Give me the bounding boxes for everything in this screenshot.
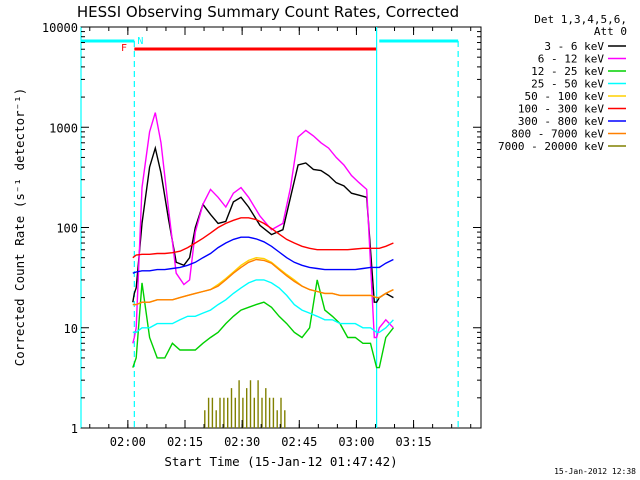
legend-label: 800 - 7000 keV bbox=[511, 128, 604, 141]
y-tick-label: 10 bbox=[64, 322, 78, 336]
legend-label: 50 - 100 keV bbox=[525, 90, 605, 103]
x-tick-label: 03:15 bbox=[396, 435, 432, 449]
y-tick-label: 100 bbox=[56, 222, 78, 236]
series-3-6-kev bbox=[132, 145, 394, 303]
x-tick-label: 02:00 bbox=[110, 435, 146, 449]
legend-label: 25 - 50 keV bbox=[531, 78, 604, 91]
x-tick-label: 03:00 bbox=[338, 435, 374, 449]
chart-title: HESSI Observing Summary Count Rates, Cor… bbox=[77, 3, 459, 21]
legend-label: 3 - 6 keV bbox=[544, 40, 604, 53]
marker-f: F bbox=[121, 43, 127, 54]
x-tick-label: 02:45 bbox=[281, 435, 317, 449]
legend-label: 100 - 300 keV bbox=[518, 103, 604, 116]
series-layer bbox=[132, 112, 394, 428]
series-100-300-kev bbox=[132, 217, 394, 259]
legend-label: 7000 - 20000 keV bbox=[498, 140, 604, 153]
series-50-100-kev bbox=[132, 256, 394, 306]
series-300-800-kev bbox=[132, 236, 394, 274]
legend-header: Att 0 bbox=[594, 25, 627, 38]
plot-area: FN bbox=[80, 26, 482, 429]
legend-label: 300 - 800 keV bbox=[518, 115, 604, 128]
y-axis: 1 10 100 1000 10000 bbox=[42, 21, 481, 436]
y-tick-label: 1 bbox=[71, 422, 78, 436]
legend-label: 12 - 25 keV bbox=[531, 65, 604, 78]
x-tick-label: 02:15 bbox=[167, 435, 203, 449]
series-12-25-kev bbox=[132, 279, 394, 369]
x-tick-label: 02:30 bbox=[224, 435, 260, 449]
legend-label: 6 - 12 keV bbox=[538, 53, 605, 66]
series-6-12-kev bbox=[132, 112, 394, 344]
legend-header: Det 1,3,4,5,6, bbox=[534, 13, 627, 26]
y-tick-label: 1000 bbox=[49, 121, 78, 135]
y-tick-label: 10000 bbox=[42, 21, 78, 35]
series-25-50-kev bbox=[132, 279, 394, 333]
series-800-7000-kev bbox=[132, 258, 394, 306]
series-7000-20000-kev bbox=[204, 380, 286, 428]
y-axis-label: Corrected Count Rate (s⁻¹ detector⁻¹) bbox=[12, 88, 27, 366]
state-bars bbox=[80, 27, 459, 428]
marker-n: N bbox=[137, 36, 143, 47]
marker-layer: FN bbox=[121, 36, 143, 54]
footer-timestamp: 15-Jan-2012 12:38 bbox=[554, 467, 636, 476]
x-axis-label: Start Time (15-Jan-12 01:47:42) bbox=[164, 454, 397, 469]
x-axis: 02:00 02:15 02:30 02:45 03:00 03:15 bbox=[89, 27, 472, 449]
